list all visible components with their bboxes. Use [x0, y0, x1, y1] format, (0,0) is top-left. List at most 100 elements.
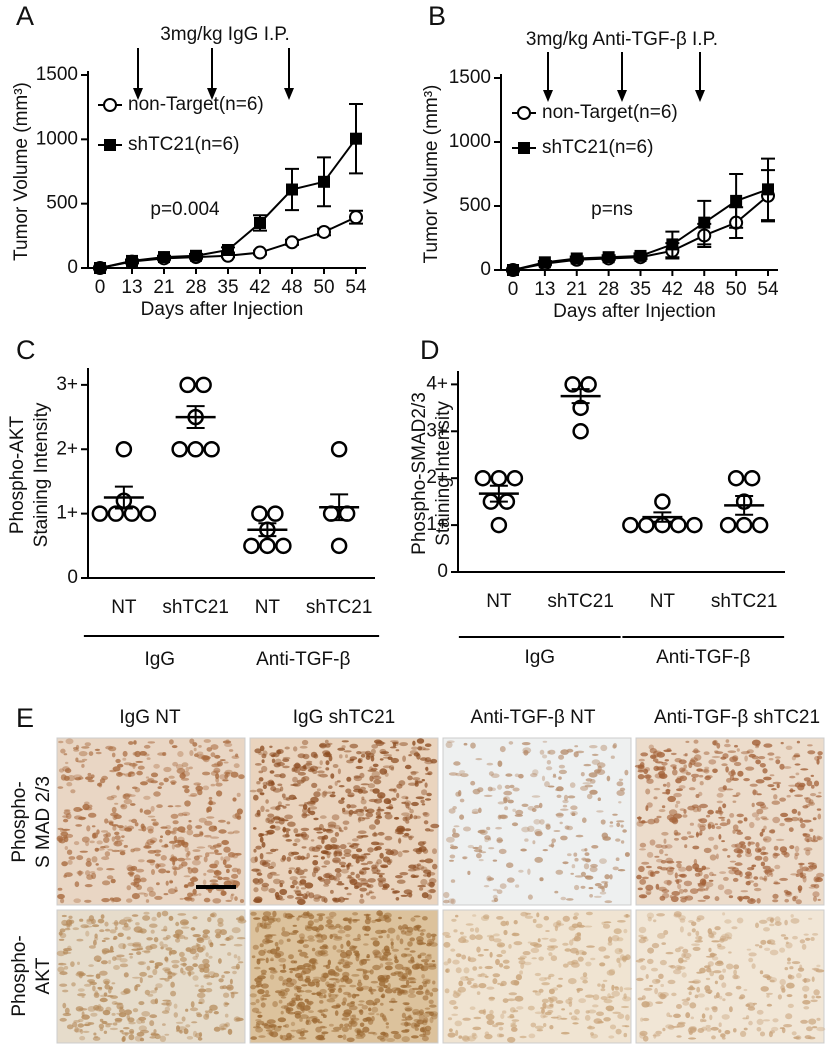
cell [157, 864, 161, 867]
cell [78, 1019, 83, 1022]
cell [359, 899, 364, 904]
cell [343, 1034, 347, 1040]
cell [100, 1027, 104, 1031]
cell [427, 882, 435, 887]
cell [220, 944, 227, 946]
cell [479, 850, 482, 854]
cell [214, 1011, 219, 1014]
cell [148, 829, 154, 834]
cell [120, 1030, 124, 1033]
x-tick-label: 13 [121, 277, 142, 298]
cell [687, 987, 695, 991]
cell [175, 890, 178, 892]
point [268, 507, 282, 521]
cell [397, 880, 406, 884]
cell [432, 988, 439, 992]
cell [235, 813, 240, 819]
cell [662, 893, 669, 899]
cell [335, 832, 339, 837]
cell [226, 985, 233, 991]
cell [344, 826, 348, 830]
cell [324, 860, 331, 865]
cell [538, 957, 544, 961]
cell [767, 976, 771, 981]
cell [568, 795, 576, 798]
y-tick-label: 1000 [36, 128, 78, 149]
cell [111, 824, 118, 826]
cell [738, 896, 742, 900]
cell [150, 840, 156, 843]
cell [250, 1002, 256, 1005]
cell [145, 946, 152, 951]
cell [287, 917, 293, 919]
cell [262, 842, 266, 848]
cell [138, 1017, 146, 1021]
marker [698, 217, 710, 229]
cell [784, 937, 789, 940]
cell [403, 817, 408, 822]
cell [218, 820, 226, 823]
cell [692, 846, 699, 850]
cell [791, 914, 794, 918]
cell [81, 1014, 90, 1019]
cell [380, 963, 384, 968]
cell [671, 896, 679, 902]
cell [756, 898, 760, 904]
cell [94, 955, 102, 961]
cell [755, 856, 763, 861]
cell [151, 917, 156, 921]
cell [115, 841, 118, 845]
cell [164, 893, 169, 895]
cell [74, 841, 79, 845]
cell [206, 816, 214, 819]
cell [400, 985, 407, 988]
cell [737, 918, 744, 924]
cell [58, 741, 63, 743]
cell [787, 994, 793, 997]
point [574, 424, 588, 438]
arrow-head [543, 90, 553, 102]
cell [484, 795, 493, 797]
cell [338, 768, 341, 774]
cell [512, 822, 518, 826]
cell [101, 914, 105, 919]
cell [409, 937, 415, 941]
cell [164, 957, 168, 962]
cell [697, 889, 704, 891]
cell [368, 989, 377, 992]
cell [699, 775, 703, 778]
cell [363, 806, 367, 810]
cell [315, 767, 322, 769]
cell [150, 990, 157, 993]
x-tick-label: 50 [726, 279, 747, 300]
cell [175, 922, 179, 926]
cell [671, 891, 680, 896]
cell [105, 929, 110, 932]
column-label: IgG NT [119, 707, 181, 728]
cell [294, 856, 302, 860]
cell [273, 879, 281, 885]
cell [214, 755, 220, 759]
cell [621, 840, 624, 843]
cell [352, 994, 356, 999]
cell [282, 927, 286, 932]
cell [385, 958, 392, 961]
cell [575, 875, 584, 877]
cell [519, 960, 526, 964]
cell [151, 773, 158, 778]
cell [808, 1037, 816, 1040]
cell [350, 1015, 356, 1020]
cell [189, 767, 193, 770]
cell [676, 801, 680, 804]
cell [400, 990, 408, 994]
cell [716, 743, 720, 749]
cell [146, 937, 153, 940]
cell [359, 1010, 363, 1013]
cell [255, 763, 262, 766]
cell [446, 837, 455, 843]
cell [234, 954, 238, 958]
cell [299, 939, 304, 944]
cell [791, 918, 800, 924]
cell [759, 876, 763, 879]
cell [718, 884, 724, 890]
